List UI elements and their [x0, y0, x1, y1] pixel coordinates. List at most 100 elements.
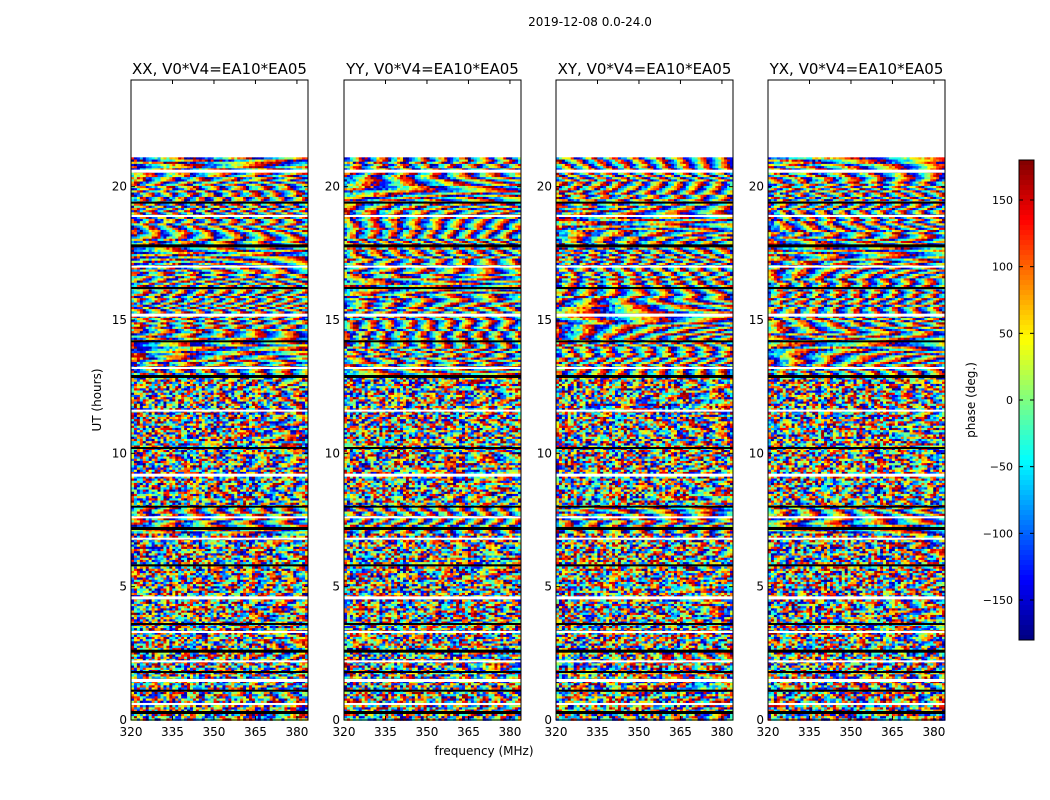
flag-gap — [556, 215, 733, 217]
flag-gap — [556, 340, 733, 342]
flag-gap — [344, 623, 521, 625]
flag-gap — [131, 474, 308, 477]
flag-gap — [556, 287, 733, 289]
y-tick-label: 10 — [537, 446, 552, 460]
colorbar-tick-label: 0 — [1006, 394, 1013, 407]
colorbar-tick-label: −100 — [983, 527, 1013, 540]
flag-gap — [556, 447, 733, 449]
flag-gap — [768, 367, 945, 369]
panel-title: XX, V0*V4=EA10*EA05 — [132, 60, 307, 78]
y-tick-label: 10 — [112, 446, 127, 460]
flag-gap — [344, 564, 521, 566]
flag-gap — [344, 340, 521, 342]
colorbar-tick-label: 150 — [992, 194, 1013, 207]
flag-gap — [768, 527, 945, 530]
flag-gap — [768, 215, 945, 217]
colorbar-tick-label: 100 — [992, 261, 1013, 274]
x-tick-label: 365 — [244, 725, 267, 739]
y-tick-label: 0 — [332, 713, 340, 727]
panel-title: YY, V0*V4=EA10*EA05 — [345, 60, 519, 78]
x-tick-label: 320 — [333, 725, 356, 739]
flag-gap — [556, 375, 733, 378]
heatmap-image — [556, 157, 733, 721]
flag-gap — [556, 703, 733, 705]
colorbar-label: phase (deg.) — [964, 362, 978, 438]
x-tick-label: 320 — [120, 725, 143, 739]
flag-gap — [344, 711, 521, 714]
flag-gap — [131, 314, 308, 317]
panel-title: XY, V0*V4=EA10*EA05 — [558, 60, 732, 78]
flag-gap — [344, 375, 521, 378]
flag-gap — [131, 287, 308, 289]
x-tick-label: 350 — [416, 725, 439, 739]
flag-gap — [768, 631, 945, 633]
flag-gap — [556, 244, 733, 247]
flag-gap — [768, 564, 945, 566]
heatmap-image — [131, 157, 308, 721]
flag-gap — [344, 671, 521, 673]
panels: XX, V0*V4=EA10*EA05 320 335 350 365 380 0 5 10 15… — [112, 60, 946, 739]
y-tick-label: 0 — [544, 713, 552, 727]
flag-gap — [768, 660, 945, 662]
flag-gap — [131, 410, 308, 412]
flag-gap — [131, 506, 308, 508]
flag-gap — [344, 516, 521, 518]
flag-gap — [556, 690, 733, 692]
flag-gap — [556, 538, 733, 540]
colorbar-tick-label: −50 — [990, 461, 1013, 474]
flag-gap — [344, 266, 521, 268]
flag-gap — [344, 314, 521, 317]
flag-gap — [344, 703, 521, 705]
flag-gap — [556, 506, 733, 508]
y-tick-label: 10 — [749, 446, 764, 460]
flag-gap — [131, 516, 308, 518]
y-tick-label: 0 — [119, 713, 127, 727]
flag-gap — [768, 202, 945, 204]
flag-gap — [556, 711, 733, 714]
flag-gap — [556, 679, 733, 682]
flag-gap — [768, 474, 945, 477]
y-tick-label: 5 — [756, 580, 764, 594]
flag-gap — [131, 538, 308, 540]
x-tick-label: 380 — [710, 725, 733, 739]
flag-gap — [768, 516, 945, 518]
x-tick-label: 335 — [798, 725, 821, 739]
flag-gap — [344, 527, 521, 530]
flag-gap — [131, 660, 308, 662]
flag-gap — [131, 703, 308, 705]
colorbar-tick-label: −150 — [983, 594, 1013, 607]
flag-gap — [768, 650, 945, 653]
flag-gap — [344, 447, 521, 449]
flag-gap — [344, 244, 521, 247]
y-tick-label: 5 — [332, 580, 340, 594]
flag-gap — [768, 679, 945, 682]
flag-gap — [556, 367, 733, 369]
flag-gap — [768, 410, 945, 412]
flag-gap — [768, 314, 945, 317]
x-tick-label: 335 — [161, 725, 184, 739]
flag-gap — [556, 410, 733, 412]
panel-title: YX, V0*V4=EA10*EA05 — [769, 60, 944, 78]
y-tick-label: 20 — [537, 180, 552, 194]
flag-gap — [344, 474, 521, 477]
x-tick-label: 380 — [285, 725, 308, 739]
y-axis-label: UT (hours) — [90, 368, 104, 431]
x-tick-label: 320 — [545, 725, 568, 739]
y-tick-label: 15 — [537, 313, 552, 327]
flag-gap — [768, 170, 945, 173]
x-tick-label: 365 — [457, 725, 480, 739]
flag-gap — [344, 202, 521, 204]
flag-gap — [344, 690, 521, 692]
flag-gap — [768, 266, 945, 268]
flag-gap — [344, 650, 521, 653]
y-tick-label: 0 — [756, 713, 764, 727]
flag-gap — [131, 527, 308, 530]
flag-gap — [131, 375, 308, 378]
flag-gap — [768, 703, 945, 705]
flag-gap — [131, 690, 308, 692]
flag-gap — [131, 266, 308, 268]
y-tick-label: 20 — [749, 180, 764, 194]
flag-gap — [131, 711, 308, 714]
y-tick-label: 5 — [544, 580, 552, 594]
